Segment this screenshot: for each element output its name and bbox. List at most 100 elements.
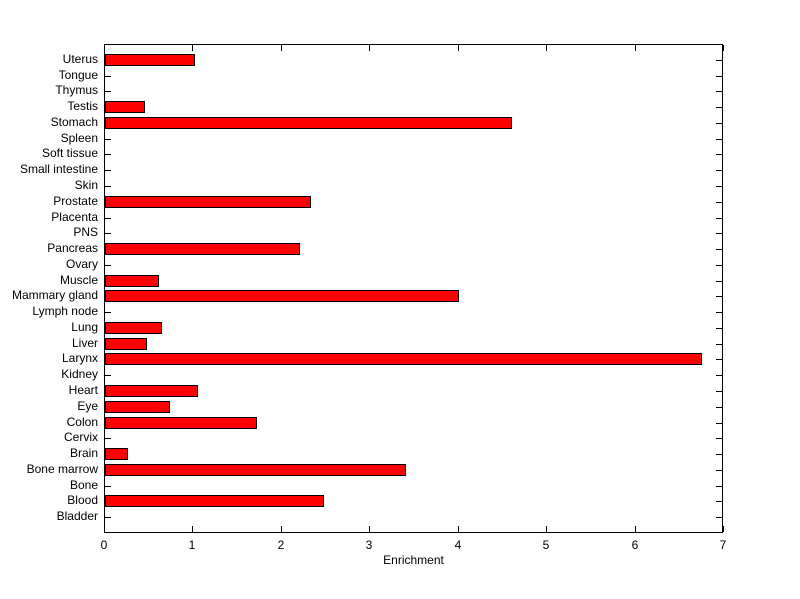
bar-prostate	[105, 195, 311, 208]
y-axis-tick-left	[105, 233, 111, 235]
bar-eye	[105, 400, 170, 413]
x-axis-tick-bottom	[281, 526, 282, 532]
y-axis-tick-left	[105, 375, 111, 377]
y-axis-tick-right	[716, 438, 722, 440]
y-tick-label: Stomach	[50, 114, 98, 129]
x-tick-label: 3	[365, 538, 373, 552]
y-axis-tick-right	[716, 249, 722, 251]
y-tick-label: Muscle	[59, 272, 98, 287]
y-axis-tick-left	[105, 170, 111, 172]
y-axis-tick-right	[716, 501, 722, 503]
y-tick-label: Blood	[67, 493, 98, 508]
x-tick-label: 0	[100, 538, 108, 552]
bar-testis	[105, 101, 145, 114]
y-tick-label: Colon	[66, 414, 98, 429]
y-axis-tick-left	[105, 517, 111, 519]
x-axis-tick-top	[369, 45, 370, 51]
y-tick-label: Soft tissue	[41, 146, 98, 161]
y-axis-tick-right	[716, 170, 722, 172]
bar-stomach	[105, 116, 512, 129]
y-axis-tick-left	[105, 138, 111, 140]
y-tick-label: Pancreas	[47, 241, 98, 256]
bar-uterus	[105, 53, 195, 66]
bar-pancreas	[105, 243, 300, 256]
y-tick-label: Heart	[68, 383, 98, 398]
y-tick-label: Spleen	[60, 130, 98, 145]
y-axis-tick-right	[716, 422, 722, 424]
bar-lung	[105, 321, 162, 334]
y-axis-tick-right	[716, 91, 722, 93]
y-axis-tick-left	[105, 217, 111, 219]
y-axis-tick-right	[716, 154, 722, 156]
y-axis-tick-left	[105, 312, 111, 314]
bar-larynx	[105, 353, 702, 366]
y-axis-tick-left	[105, 91, 111, 93]
y-axis-tick-right	[716, 201, 722, 203]
x-axis-tick-top	[192, 45, 193, 51]
y-axis-tick-left	[105, 264, 111, 266]
y-tick-label: PNS	[73, 225, 98, 240]
x-axis-tick-bottom	[192, 526, 193, 532]
y-axis-tick-right	[716, 138, 722, 140]
x-axis-tick-top	[723, 45, 724, 51]
y-tick-label: Thymus	[55, 83, 98, 98]
y-tick-label: Bone	[69, 477, 98, 492]
y-tick-label: Uterus	[62, 51, 98, 66]
y-axis-tick-right	[716, 391, 722, 393]
x-axis-tick-top	[546, 45, 547, 51]
y-axis-tick-right	[716, 233, 722, 235]
bar-mammary-gland	[105, 290, 459, 303]
y-tick-label: Kidney	[61, 367, 98, 382]
y-tick-label: Bladder	[56, 509, 98, 524]
x-tick-label: 1	[188, 538, 196, 552]
y-tick-label: Eye	[77, 398, 98, 413]
y-axis-tick-right	[716, 185, 722, 187]
x-axis-tick-bottom	[723, 526, 724, 532]
y-axis-tick-left	[105, 75, 111, 77]
x-axis-tick-top	[281, 45, 282, 51]
y-axis-tick-left	[105, 185, 111, 187]
y-axis-tick-right	[716, 406, 722, 408]
y-tick-label: Placenta	[51, 209, 98, 224]
x-axis-tick-top	[458, 45, 459, 51]
y-axis-tick-left	[105, 485, 111, 487]
y-axis-tick-right	[716, 264, 722, 266]
y-axis-tick-right	[716, 343, 722, 345]
x-tick-label: 2	[277, 538, 285, 552]
y-axis-tick-right	[716, 485, 722, 487]
y-axis-tick-right	[716, 107, 722, 109]
y-tick-label: Mammary gland	[11, 288, 98, 303]
y-tick-label: Skin	[74, 177, 98, 192]
y-tick-label: Lung	[71, 319, 98, 334]
bar-colon	[105, 416, 257, 429]
bar-blood	[105, 495, 324, 508]
y-axis-tick-right	[716, 454, 722, 456]
y-axis-tick-right	[716, 217, 722, 219]
y-tick-label: Larynx	[61, 351, 98, 366]
x-axis-tick-bottom	[635, 526, 636, 532]
x-axis-tick-top	[635, 45, 636, 51]
y-axis-tick-left	[105, 438, 111, 440]
bar-muscle	[105, 274, 159, 287]
y-axis-tick-right	[716, 469, 722, 471]
bar-bone-marrow	[105, 463, 406, 476]
y-tick-label: Prostate	[53, 193, 98, 208]
y-axis-tick-right	[716, 517, 722, 519]
x-axis-tick-bottom	[104, 526, 105, 532]
y-tick-label: Small intestine	[19, 162, 98, 177]
y-axis-tick-right	[716, 312, 722, 314]
y-tick-label: Testis	[67, 99, 98, 114]
bar-heart	[105, 385, 198, 398]
y-axis-tick-right	[716, 327, 722, 329]
y-axis-tick-right	[716, 59, 722, 61]
y-axis-tick-right	[716, 122, 722, 124]
x-axis-tick-top	[104, 45, 105, 51]
x-axis-label: Enrichment	[383, 553, 444, 567]
x-tick-label: 7	[719, 538, 727, 552]
x-axis-tick-bottom	[458, 526, 459, 532]
x-axis-tick-bottom	[546, 526, 547, 532]
x-tick-label: 5	[542, 538, 550, 552]
bar-liver	[105, 337, 147, 350]
y-axis-tick-left	[105, 154, 111, 156]
